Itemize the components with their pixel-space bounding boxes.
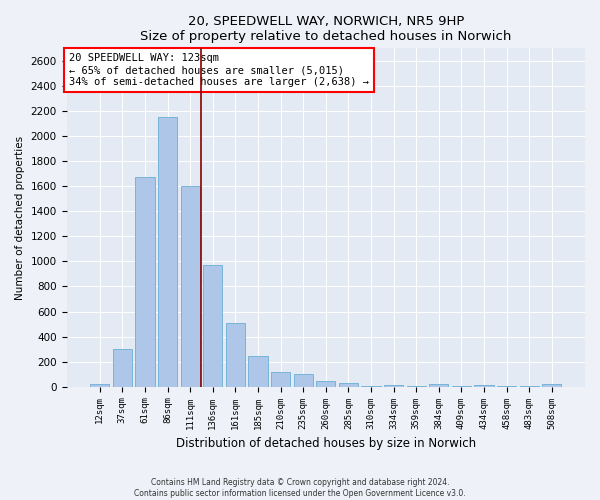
Bar <box>293 374 313 386</box>
Bar <box>113 349 132 387</box>
Bar <box>429 384 448 386</box>
Text: 20 SPEEDWELL WAY: 123sqm
← 65% of detached houses are smaller (5,015)
34% of sem: 20 SPEEDWELL WAY: 123sqm ← 65% of detach… <box>69 54 369 86</box>
Text: Contains HM Land Registry data © Crown copyright and database right 2024.
Contai: Contains HM Land Registry data © Crown c… <box>134 478 466 498</box>
Bar <box>475 385 494 386</box>
Bar <box>90 384 109 386</box>
Title: 20, SPEEDWELL WAY, NORWICH, NR5 9HP
Size of property relative to detached houses: 20, SPEEDWELL WAY, NORWICH, NR5 9HP Size… <box>140 15 511 43</box>
Bar <box>158 118 177 386</box>
Y-axis label: Number of detached properties: Number of detached properties <box>15 136 25 300</box>
X-axis label: Distribution of detached houses by size in Norwich: Distribution of detached houses by size … <box>176 437 476 450</box>
Bar <box>542 384 562 386</box>
Bar <box>136 178 155 386</box>
Bar <box>203 265 223 386</box>
Bar <box>339 383 358 386</box>
Bar <box>271 372 290 386</box>
Bar <box>226 323 245 386</box>
Bar <box>248 356 268 386</box>
Bar <box>181 186 200 386</box>
Bar <box>316 381 335 386</box>
